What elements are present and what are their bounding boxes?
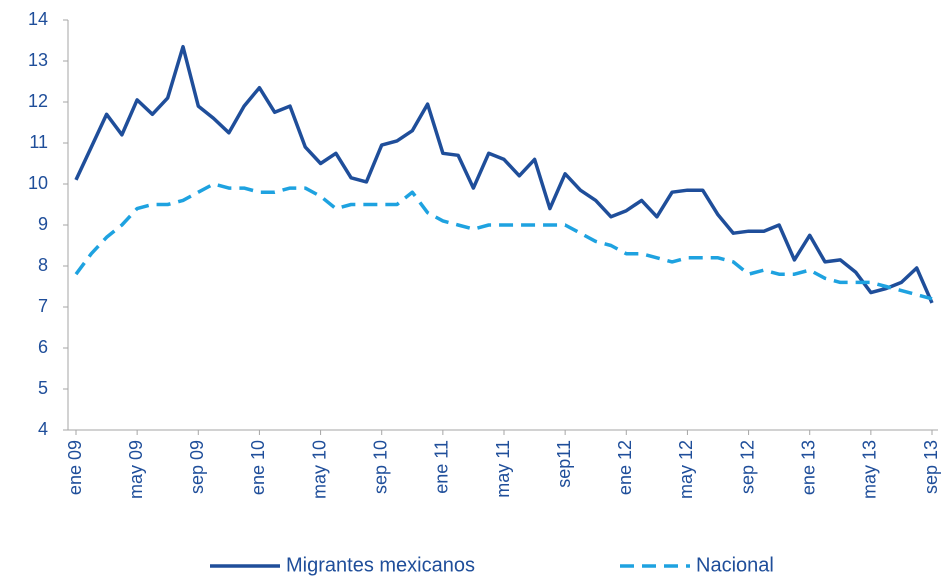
x-tick-label: sep11 — [554, 440, 574, 488]
y-tick-label: 9 — [38, 214, 48, 234]
y-tick-label: 14 — [28, 9, 48, 29]
x-tick-label: may 10 — [309, 440, 329, 499]
x-tick-label: may 12 — [676, 440, 696, 499]
x-tick-label: ene 10 — [248, 440, 268, 495]
y-tick-label: 11 — [29, 132, 48, 152]
x-tick-label: sep 10 — [370, 440, 390, 494]
y-tick-label: 4 — [38, 419, 48, 439]
y-tick-label: 8 — [38, 255, 48, 275]
series-line — [74, 182, 933, 301]
x-tick-label: sep 09 — [187, 440, 207, 494]
series-line — [74, 44, 934, 304]
x-tick-label: ene 12 — [615, 440, 635, 495]
x-tick-label: sep 12 — [737, 440, 757, 494]
legend-label: Migrantes mexicanos — [286, 554, 475, 576]
legend-label: Nacional — [696, 554, 774, 576]
y-tick-label: 6 — [38, 337, 48, 357]
x-tick-label: ene 11 — [432, 440, 452, 494]
x-tick-label: ene 09 — [65, 440, 85, 495]
y-tick-label: 12 — [28, 91, 48, 111]
y-tick-label: 13 — [28, 50, 48, 70]
x-tick-label: sep 13 — [921, 440, 941, 494]
x-tick-label: may 11 — [493, 440, 513, 498]
y-tick-label: 10 — [28, 173, 48, 193]
y-tick-label: 5 — [38, 378, 48, 398]
x-tick-label: may 09 — [126, 440, 146, 499]
x-tick-label: may 13 — [860, 440, 880, 499]
y-tick-label: 7 — [38, 296, 48, 316]
x-tick-label: ene 13 — [798, 440, 818, 495]
